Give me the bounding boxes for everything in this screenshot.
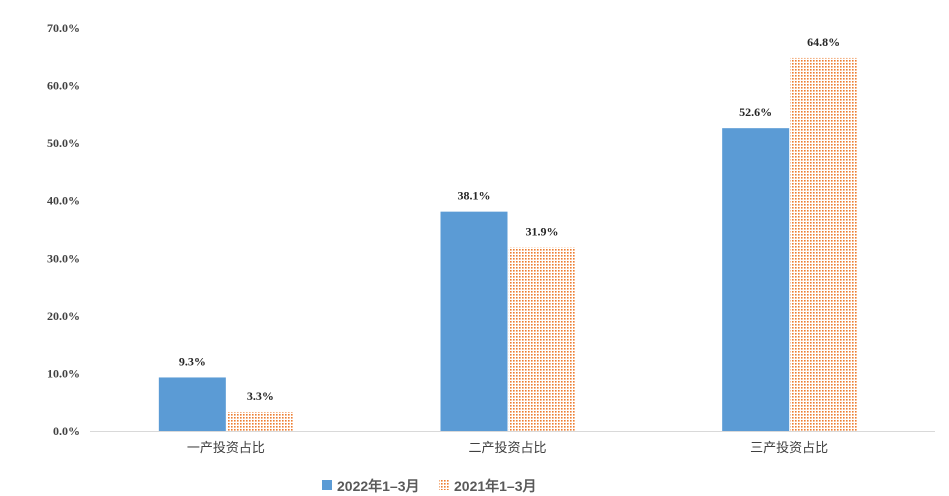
bar-2021 xyxy=(790,57,858,432)
data-label: 9.3% xyxy=(179,354,206,368)
data-label: 31.9% xyxy=(526,224,559,238)
y-tick-label: 60.0% xyxy=(47,79,80,93)
y-tick-label: 30.0% xyxy=(47,251,80,265)
data-label: 52.6% xyxy=(739,105,772,119)
data-label: 64.8% xyxy=(807,35,840,49)
category-label: 一产投资占比 xyxy=(187,440,265,456)
legend-label-2021: 2021年1–3月 xyxy=(454,478,537,494)
y-tick-label: 20.0% xyxy=(47,309,80,323)
bar-2022 xyxy=(440,211,508,431)
legend-swatch-2021 xyxy=(439,480,449,490)
data-label: 3.3% xyxy=(247,389,274,403)
y-tick-label: 70.0% xyxy=(47,21,80,35)
bar-2022 xyxy=(722,128,790,431)
legend-swatch-2022 xyxy=(322,480,332,490)
y-tick-label: 10.0% xyxy=(47,366,80,380)
category-label: 三产投资占比 xyxy=(750,440,828,456)
y-tick-label: 0.0% xyxy=(53,424,80,438)
bar-2021 xyxy=(226,412,294,431)
y-tick-label: 50.0% xyxy=(47,136,80,150)
y-tick-label: 40.0% xyxy=(47,194,80,208)
bar-2022 xyxy=(158,377,226,431)
category-label: 二产投资占比 xyxy=(468,440,546,456)
legend-label-2022: 2022年1–3月 xyxy=(337,478,420,494)
data-label: 38.1% xyxy=(458,189,491,203)
bar-2021 xyxy=(508,247,576,431)
